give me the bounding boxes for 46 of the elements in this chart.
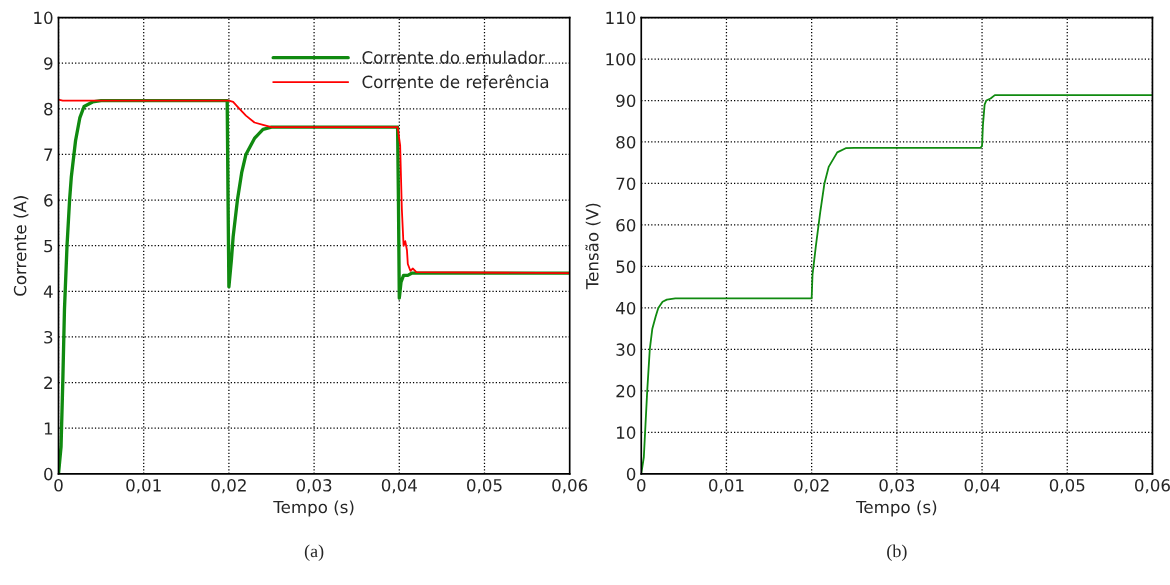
legend-label: Corrente do emulador (362, 50, 545, 64)
x-tick-label: 0,03 (879, 479, 915, 494)
x-tick-label: 0,04 (964, 479, 1000, 494)
x-tick-label: 0,01 (709, 479, 744, 494)
y-axis-title: Tensão (V) (585, 203, 601, 290)
y-tick-label: 10 (617, 426, 636, 439)
y-axis-title: Corrente (A) (13, 196, 29, 296)
y-tick-label: 8 (44, 102, 53, 116)
y-tick-label: 100 (606, 52, 636, 66)
y-tick-label: 0 (44, 467, 53, 481)
x-tick-label: 0,05 (467, 479, 502, 494)
legend-label: Corrente de referência (362, 74, 549, 89)
y-tick-label: 0 (626, 467, 636, 481)
y-tick-label: 3 (44, 330, 53, 344)
x-tick-label: 0,02 (794, 479, 829, 494)
x-tick-label: 0,02 (211, 479, 246, 494)
text: (a) (304, 544, 324, 561)
y-tick-label: 2 (44, 376, 52, 389)
x-axis-title: Tempo (s) (273, 500, 354, 517)
y-tick-label: 30 (616, 343, 636, 356)
y-tick-label: 70 (616, 177, 636, 191)
x-tick-label: 0,01 (126, 479, 161, 494)
y-tick-label: 90 (616, 94, 636, 108)
x-tick-label: 0 (54, 479, 63, 492)
x-tick-label: 0,04 (381, 479, 417, 494)
y-tick-label: 10 (34, 11, 53, 25)
y-tick-label: 60 (616, 218, 636, 232)
y-tick-label: 40 (616, 301, 636, 315)
y-tick-label: 6 (44, 194, 53, 207)
y-tick-label: 9 (44, 57, 53, 70)
y-tick-label: 20 (616, 384, 636, 398)
x-tick-label: 0,05 (1049, 479, 1085, 494)
y-tick-label: 1 (44, 422, 53, 435)
y-tick-label: 7 (44, 148, 53, 161)
x-tick-label: 0,06 (1134, 479, 1170, 494)
x-tick-label: 0,03 (296, 479, 332, 494)
y-tick-label: 80 (616, 135, 636, 149)
line-series (58, 98, 570, 274)
x-tick-label: 0 (637, 479, 646, 492)
y-tick-label: 5 (44, 239, 53, 253)
y-tick-label: 110 (606, 11, 636, 25)
x-axis-title: Tempo (s) (856, 500, 937, 517)
y-tick-label: 50 (616, 260, 636, 274)
y-tick-label: 4 (43, 285, 53, 298)
text: (b) (887, 544, 907, 561)
x-tick-label: 0,06 (552, 479, 588, 494)
